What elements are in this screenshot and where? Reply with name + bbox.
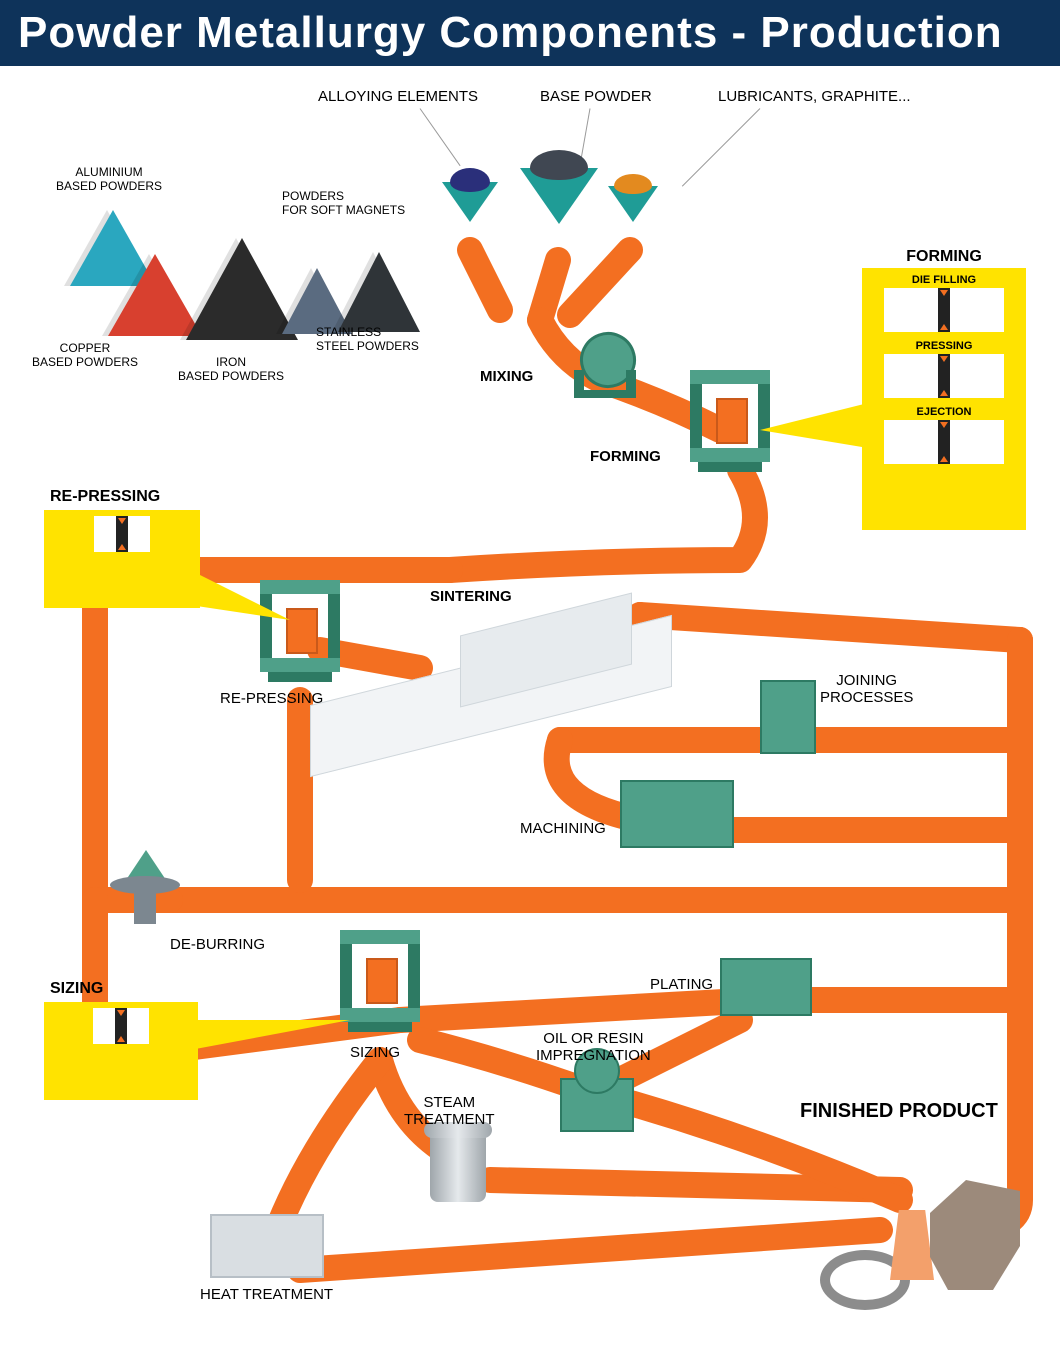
forming-press-icon	[690, 370, 770, 384]
die-step-icon	[884, 420, 1004, 464]
machining-machine-icon	[620, 780, 734, 848]
powder-label: STAINLESS STEEL POWDERS	[316, 326, 419, 354]
powder-label: COPPER BASED POWDERS	[32, 342, 138, 370]
label-repressing: RE-PRESSING	[220, 690, 323, 707]
label-plating: PLATING	[650, 976, 713, 993]
hopper-alloying	[442, 182, 498, 238]
repressing-callout-title: RE-PRESSING	[44, 484, 200, 510]
label-mixing: MIXING	[480, 368, 533, 385]
sintering-furnace-icon	[310, 620, 690, 780]
plating-tank-icon	[720, 958, 812, 1016]
forming-step-label: DIE FILLING	[870, 274, 1018, 286]
powder-label: POWDERS FOR SOFT MAGNETS	[282, 190, 405, 218]
powder-pile	[338, 252, 420, 332]
forming-callout: FORMING DIE FILLINGPRESSINGEJECTION	[862, 268, 1026, 530]
forming-step-label: EJECTION	[870, 406, 1018, 418]
deburring-machine-icon	[110, 850, 180, 930]
page-root: Powder Metallurgy Components - Productio…	[0, 0, 1060, 1366]
sizing-callout-lead	[190, 1010, 350, 1070]
die-step-icon	[884, 288, 1004, 332]
finished-product-icon	[820, 1150, 1020, 1320]
label-base-powder: BASE POWDER	[540, 88, 652, 105]
label-lubricants: LUBRICANTS, GRAPHITE...	[718, 88, 911, 105]
label-heat: HEAT TREATMENT	[200, 1286, 333, 1303]
steam-treatment-icon	[430, 1130, 486, 1202]
powder-label: IRON BASED POWDERS	[178, 356, 284, 384]
label-joining: JOINING PROCESSES	[820, 672, 913, 707]
die-step-icon	[884, 354, 1004, 398]
sizing-callout: SIZING	[44, 1002, 198, 1100]
label-machining: MACHINING	[520, 820, 606, 837]
lead-line	[420, 108, 461, 166]
label-oil: OIL OR RESIN IMPREGNATION	[536, 1030, 651, 1065]
powder-label: ALUMINIUM BASED POWDERS	[56, 166, 162, 194]
forming-step-label: PRESSING	[870, 340, 1018, 352]
label-alloying-elements: ALLOYING ELEMENTS	[318, 88, 478, 105]
forming-callout-lead	[760, 400, 880, 460]
repressing-callout: RE-PRESSING	[44, 510, 200, 608]
label-sintering: SINTERING	[430, 588, 512, 605]
repressing-callout-lead	[190, 560, 290, 630]
hopper-lubricants	[608, 186, 658, 236]
sizing-press-icon	[340, 930, 420, 944]
mixing-machine-icon	[570, 330, 640, 400]
sizing-callout-title: SIZING	[44, 976, 198, 1002]
page-title: Powder Metallurgy Components - Productio…	[18, 8, 1003, 58]
label-forming: FORMING	[590, 448, 661, 465]
page-title-bar: Powder Metallurgy Components - Productio…	[0, 0, 1060, 66]
joining-machine-icon	[760, 680, 816, 754]
forming-callout-title: FORMING	[870, 248, 1018, 266]
label-steam: STEAM TREATMENT	[404, 1094, 495, 1129]
label-sizing: SIZING	[350, 1044, 400, 1061]
label-deburring: DE-BURRING	[170, 936, 265, 953]
label-finished: FINISHED PRODUCT	[800, 1100, 998, 1123]
hopper-base	[520, 168, 598, 246]
impregnation-tank-icon	[560, 1078, 634, 1132]
lead-line	[682, 108, 760, 186]
heat-treatment-icon	[210, 1214, 324, 1278]
